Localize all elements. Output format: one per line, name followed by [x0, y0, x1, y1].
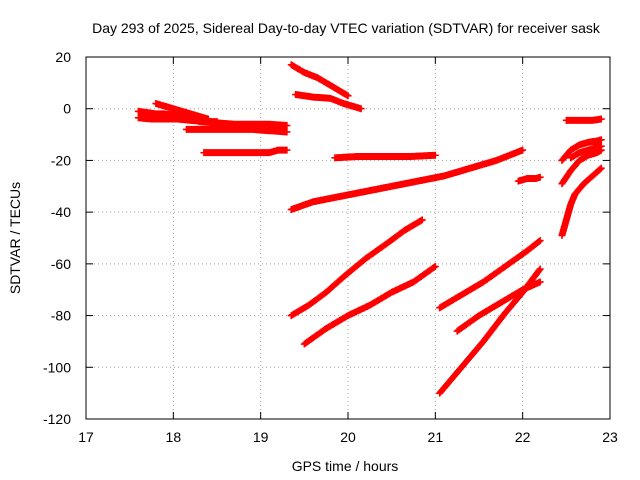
data-series-21 [567, 142, 605, 162]
data-series-8 [292, 90, 365, 113]
data-series-11 [287, 216, 426, 320]
ticks-layer: 17 18 19 20 21 22 23 -120 -100 -80 -60 -40 -20 0 20 [43, 49, 618, 445]
data-series-17 [562, 115, 605, 124]
data-point-markers [292, 90, 365, 113]
y-tick-label: -60 [51, 256, 71, 272]
data-series-13 [436, 237, 544, 312]
data-point-markers [558, 146, 605, 188]
data-point-markers [562, 115, 605, 124]
data-series-7 [287, 61, 352, 100]
x-tick-label: 19 [253, 429, 269, 445]
data-series-6 [200, 146, 291, 157]
data-point-markers [152, 100, 212, 123]
marks-layer [134, 61, 605, 397]
x-tick-label: 22 [515, 429, 531, 445]
y-axis-label: SDTVAR / TECUs [7, 182, 23, 294]
data-point-markers [196, 118, 291, 130]
data-point-markers [436, 237, 544, 312]
x-tick-label: 23 [602, 429, 618, 445]
data-series-12 [300, 262, 439, 348]
data-point-markers [331, 151, 439, 162]
x-tick-label: 21 [428, 429, 444, 445]
data-series-5 [196, 118, 291, 130]
y-tick-label: 20 [55, 49, 71, 65]
grid-layer [86, 57, 610, 419]
x-tick-label: 17 [78, 429, 94, 445]
y-tick-label: -20 [51, 152, 71, 168]
data-point-markers [287, 61, 352, 100]
data-point-markers [182, 125, 291, 136]
data-point-markers [514, 173, 544, 185]
data-point-markers [436, 265, 544, 397]
x-tick-label: 20 [340, 429, 356, 445]
data-point-markers [558, 164, 605, 239]
x-tick-label: 18 [166, 429, 182, 445]
data-series-19 [558, 146, 605, 188]
x-axis-label: GPS time / hours [292, 458, 399, 474]
y-tick-label: -100 [43, 359, 71, 375]
data-series-18 [558, 164, 605, 239]
data-series-10 [331, 151, 439, 162]
data-point-markers [300, 262, 439, 348]
data-series-20 [558, 136, 605, 164]
data-point-markers [558, 136, 605, 164]
y-tick-label: -40 [51, 204, 71, 220]
data-point-markers [567, 142, 605, 162]
data-series-9 [287, 146, 527, 214]
data-series-3 [152, 100, 212, 123]
y-tick-label: -80 [51, 308, 71, 324]
data-point-markers [287, 146, 527, 214]
y-tick-label: 0 [63, 101, 71, 117]
data-point-markers [287, 216, 426, 320]
data-point-markers [200, 146, 291, 157]
chart-title: Day 293 of 2025, Sidereal Day-to-day VTE… [92, 20, 601, 36]
y-tick-label: -120 [43, 411, 71, 427]
data-series-16 [514, 173, 544, 185]
data-series-15 [436, 265, 544, 397]
data-series-4 [182, 125, 291, 136]
